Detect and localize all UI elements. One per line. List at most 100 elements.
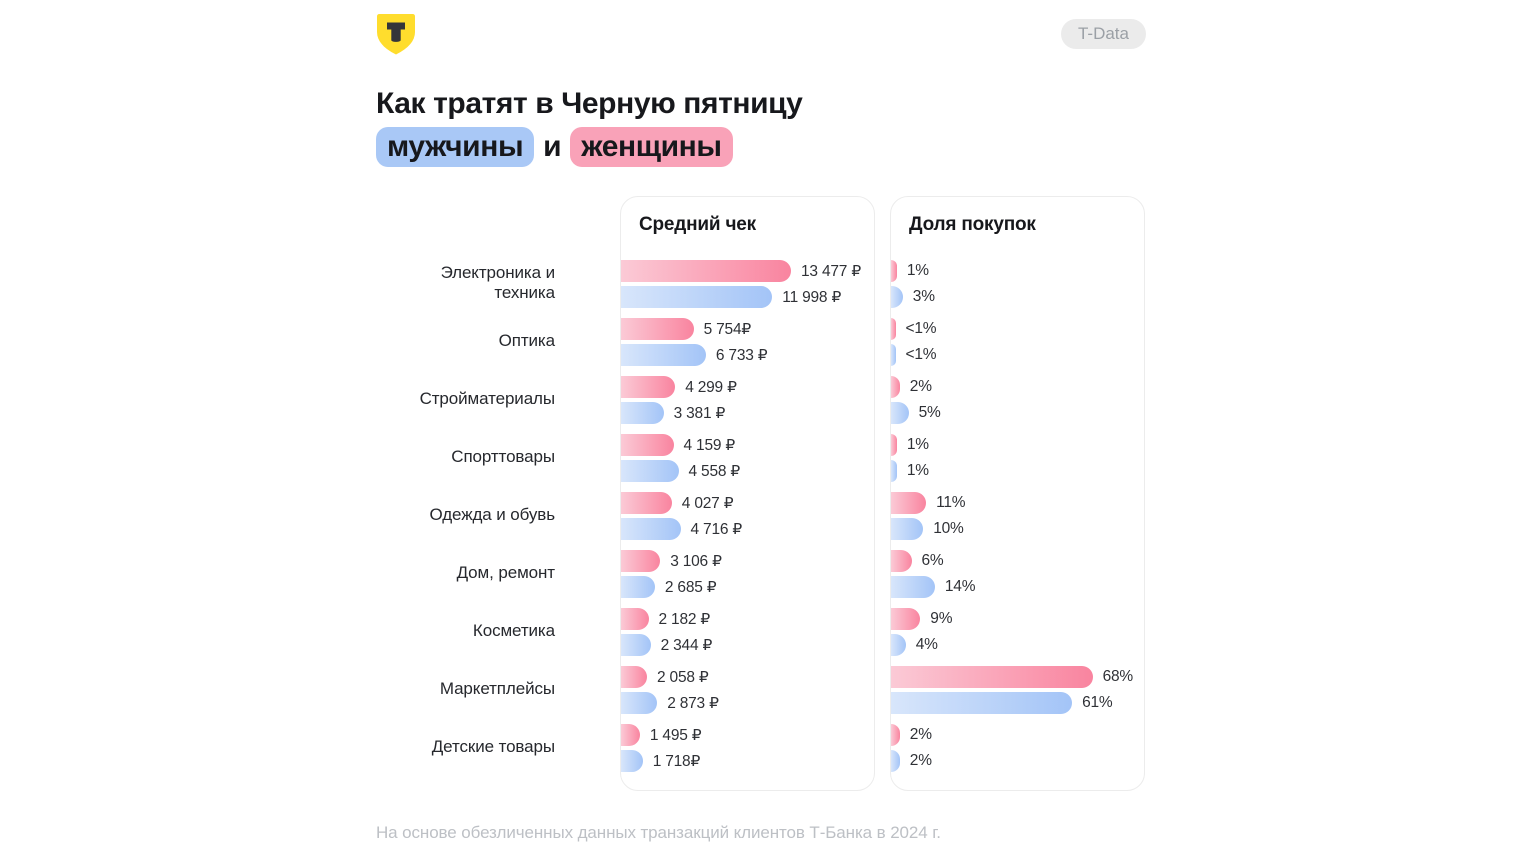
glasses-icon	[570, 326, 600, 356]
category-label: Маркетплейсы	[439, 679, 555, 698]
men-bar-row: 14%	[891, 576, 1144, 598]
top-bar: T-Data	[376, 12, 1146, 56]
category-row: Электроника и техника	[376, 254, 620, 312]
men-bar-row: 10%	[891, 518, 1144, 540]
men-bar	[621, 518, 681, 540]
women-bar	[621, 318, 694, 340]
men-bar-row: 2 685 ₽	[621, 576, 874, 598]
bar-group: 2 182 ₽ 2 344 ₽	[621, 608, 874, 656]
category-label: Дом, ремонт	[456, 563, 556, 582]
footer: На основе обезличенных данных транзакций…	[376, 823, 1146, 843]
bar-value-label: 14%	[944, 578, 976, 595]
women-bar	[891, 608, 921, 630]
bar-value-label: 11%	[936, 494, 966, 511]
bar-value-label: 3 381 ₽	[673, 404, 726, 422]
bar-group: 11% 10%	[891, 492, 1144, 540]
women-bar-row: 2%	[891, 376, 1144, 398]
women-bar	[891, 550, 912, 572]
bar-group: 68% 61%	[891, 666, 1144, 714]
category-label: Одежда и обувь	[429, 505, 555, 524]
tbank-shield-icon	[377, 14, 415, 55]
men-bar-row: 5%	[891, 402, 1144, 424]
women-bar-row: 5 754₽	[621, 318, 874, 340]
bar-value-label: 1 495 ₽	[649, 726, 702, 744]
women-bar-row: 1 495 ₽	[621, 724, 874, 746]
category-label: Оптика	[498, 331, 555, 350]
category-label: Детские товары	[431, 737, 555, 756]
bar-value-label: 5 754₽	[703, 320, 752, 338]
category-row: Стройматериалы	[376, 370, 620, 428]
avg-check-panel: Средний чек 13 477 ₽ 11 998 ₽ 5 754₽ 6 733 …	[620, 196, 875, 791]
bar-value-label: 13 477 ₽	[801, 262, 861, 280]
women-bar-row: 68%	[891, 666, 1144, 688]
bar-value-label: 2 058 ₽	[657, 668, 709, 686]
women-bar	[621, 608, 649, 630]
bar-value-label: 2 685 ₽	[664, 578, 717, 596]
bar-group: 1% 1%	[891, 434, 1144, 482]
women-bar-row: 11%	[891, 492, 1144, 514]
women-legend-pill: женщины	[570, 127, 733, 167]
men-bar	[891, 460, 897, 482]
monitor-icon	[570, 268, 600, 298]
category-row: Косметика	[376, 602, 620, 660]
bar-value-label: 10%	[933, 520, 964, 537]
men-bar-row: 4 716 ₽	[621, 518, 874, 540]
bar-value-label: 6 733 ₽	[715, 346, 768, 364]
category-label: Косметика	[472, 621, 555, 640]
men-bar-row: 2 344 ₽	[621, 634, 874, 656]
bar-value-label: 68%	[1102, 668, 1134, 685]
bar-value-label: 4 558 ₽	[688, 462, 741, 480]
bar-value-label: 4 716 ₽	[690, 520, 743, 538]
lips-icon	[570, 616, 600, 646]
men-bar	[891, 576, 935, 598]
bar-value-label: 4 159 ₽	[683, 436, 736, 454]
category-label: Стройматериалы	[419, 389, 556, 408]
men-bar-row: 6 733 ₽	[621, 344, 874, 366]
category-labels-column: Электроника и техника Оптика Стройматериал…	[376, 196, 620, 791]
bar-group: 4 159 ₽ 4 558 ₽	[621, 434, 874, 482]
women-bar-row: 2%	[891, 724, 1144, 746]
source-note: На основе обезличенных данных транзакций…	[376, 823, 941, 842]
women-bar-row: 2 182 ₽	[621, 608, 874, 630]
men-bar	[891, 692, 1073, 714]
men-bar	[621, 692, 658, 714]
women-bar-row: 4 027 ₽	[621, 492, 874, 514]
title-line2: мужчины и женщины	[376, 127, 1146, 167]
title-conjunction: и	[543, 130, 562, 163]
women-bar	[891, 318, 896, 340]
women-bar-row: 1%	[891, 260, 1144, 282]
bar-group: 4 299 ₽ 3 381 ₽	[621, 376, 874, 424]
chart-area: Электроника и техника Оптика Стройматериал…	[376, 196, 1146, 791]
bar-value-label: <1%	[905, 320, 937, 337]
bar-group: 9% 4%	[891, 608, 1144, 656]
men-bar-row: 1%	[891, 460, 1144, 482]
category-row: Дом, ремонт	[376, 544, 620, 602]
men-bar	[891, 518, 924, 540]
men-bar-row: 1 718₽	[621, 750, 874, 772]
bar-value-label: 3 106 ₽	[670, 552, 722, 570]
tshirt-icon	[570, 500, 600, 530]
bar-group: 2 058 ₽ 2 873 ₽	[621, 666, 874, 714]
men-bar	[621, 576, 655, 598]
purchase-share-panel: Доля покупок 1% 3% <1% <1% 2% 5% 1% 1% 11% 10% 6% 1…	[890, 196, 1145, 791]
bar-value-label: <1%	[905, 346, 937, 363]
bar-value-label: 4 299 ₽	[685, 378, 737, 396]
duck-icon	[570, 732, 600, 762]
title-block: Как тратят в Черную пятницу мужчины и же…	[376, 86, 1146, 167]
men-bar	[891, 344, 896, 366]
category-row: Спорттовары	[376, 428, 620, 486]
bar-value-label: 2%	[909, 752, 932, 769]
category-label: Спорттовары	[451, 447, 555, 466]
bar-group: 3 106 ₽ 2 685 ₽	[621, 550, 874, 598]
women-bar	[891, 724, 900, 746]
men-legend-pill: мужчины	[376, 127, 535, 167]
women-bar-row: 3 106 ₽	[621, 550, 874, 572]
category-row: Одежда и обувь	[376, 486, 620, 544]
men-bar-row: 11 998 ₽	[621, 286, 874, 308]
women-bar	[891, 434, 897, 456]
women-bar	[621, 550, 661, 572]
men-bar-row: 3%	[891, 286, 1144, 308]
bar-group: 2% 2%	[891, 724, 1144, 772]
women-bar-row: 1%	[891, 434, 1144, 456]
bar-group: 13 477 ₽ 11 998 ₽	[621, 260, 874, 308]
